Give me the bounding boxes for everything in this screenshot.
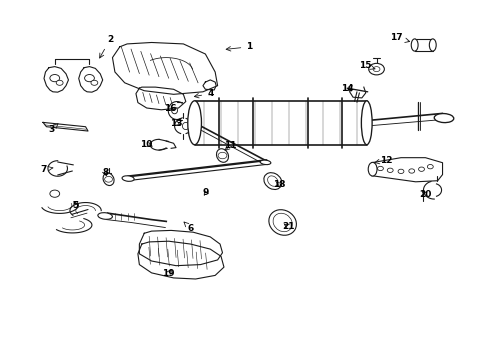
Text: 14: 14: [340, 84, 353, 93]
Text: 10: 10: [140, 140, 153, 149]
Ellipse shape: [182, 122, 189, 130]
Ellipse shape: [268, 210, 296, 235]
Text: 6: 6: [183, 222, 193, 233]
Circle shape: [218, 152, 226, 159]
Text: 18: 18: [273, 180, 285, 189]
Text: 15: 15: [359, 61, 374, 70]
Text: 12: 12: [374, 156, 392, 165]
Circle shape: [377, 166, 383, 171]
Circle shape: [104, 176, 112, 182]
Ellipse shape: [428, 39, 435, 51]
Circle shape: [386, 168, 392, 172]
Circle shape: [56, 80, 63, 85]
Ellipse shape: [103, 173, 114, 185]
Text: 5: 5: [73, 201, 79, 210]
Circle shape: [418, 167, 424, 171]
Ellipse shape: [98, 213, 112, 219]
Ellipse shape: [367, 162, 376, 176]
Text: 20: 20: [418, 190, 431, 199]
Circle shape: [50, 190, 60, 197]
Ellipse shape: [171, 107, 177, 114]
Text: 3: 3: [48, 124, 58, 134]
Ellipse shape: [216, 149, 228, 162]
Text: 16: 16: [163, 104, 176, 113]
Text: 21: 21: [282, 222, 294, 231]
Ellipse shape: [433, 113, 453, 123]
Circle shape: [368, 63, 384, 75]
Text: 9: 9: [202, 188, 208, 197]
Text: 4: 4: [194, 89, 213, 98]
Text: 11: 11: [223, 141, 236, 150]
Text: 7: 7: [41, 165, 53, 174]
Text: 8: 8: [102, 168, 108, 177]
Ellipse shape: [361, 101, 371, 145]
Ellipse shape: [267, 176, 278, 186]
Ellipse shape: [264, 173, 281, 189]
Text: 2: 2: [100, 35, 113, 58]
Circle shape: [408, 169, 414, 173]
Text: 1: 1: [226, 42, 252, 51]
Circle shape: [427, 165, 432, 169]
Circle shape: [84, 75, 94, 82]
Circle shape: [397, 169, 403, 174]
Ellipse shape: [260, 160, 270, 165]
Circle shape: [50, 75, 60, 82]
Ellipse shape: [187, 101, 201, 145]
Ellipse shape: [410, 39, 417, 51]
Circle shape: [91, 80, 98, 85]
Text: 17: 17: [389, 33, 409, 42]
Circle shape: [372, 67, 379, 72]
Text: 19: 19: [162, 269, 175, 278]
Ellipse shape: [122, 176, 134, 181]
Ellipse shape: [272, 213, 292, 232]
Text: 13: 13: [169, 119, 182, 128]
